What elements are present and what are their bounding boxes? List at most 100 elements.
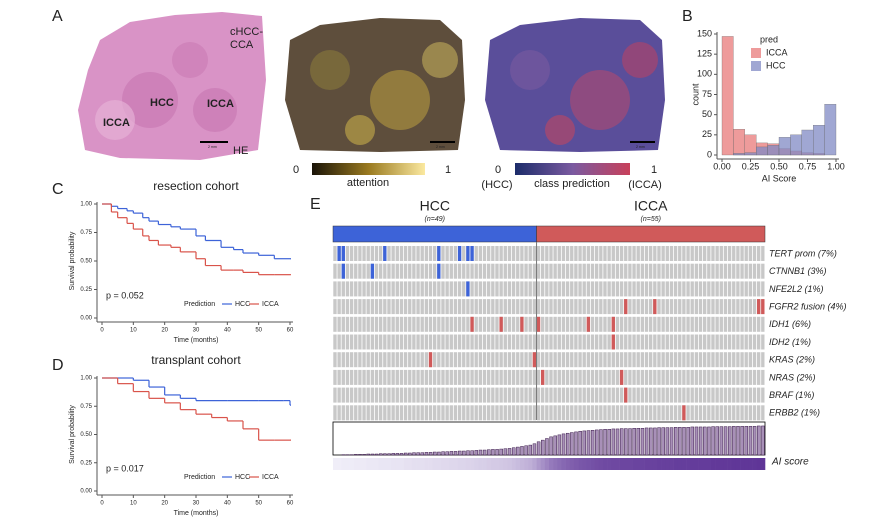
cell xyxy=(449,263,453,279)
ai-color-cell xyxy=(378,458,384,470)
cell xyxy=(532,281,537,297)
cell xyxy=(378,316,383,332)
cell xyxy=(648,387,653,403)
cell xyxy=(482,387,487,403)
cell xyxy=(462,352,466,368)
cell xyxy=(740,352,744,368)
ai-bar xyxy=(661,427,665,456)
cell xyxy=(441,352,445,368)
ai-color-cell xyxy=(532,458,537,470)
ai-bar xyxy=(495,449,499,456)
ai-color-cell xyxy=(623,458,629,470)
ai-bar xyxy=(536,441,541,456)
cell xyxy=(586,387,591,403)
ai-color-cell xyxy=(740,458,745,470)
cell xyxy=(516,299,520,315)
ai-bar xyxy=(657,427,661,456)
cell xyxy=(466,387,470,403)
cell xyxy=(462,334,466,350)
ai-bar xyxy=(354,454,358,456)
cell xyxy=(432,299,437,315)
cell xyxy=(694,387,699,403)
ai-color-cell xyxy=(536,458,541,470)
cell xyxy=(561,281,566,297)
ai-color-cell xyxy=(519,458,525,470)
ai-bar xyxy=(462,450,466,456)
ai-color-cell xyxy=(511,458,517,470)
cell xyxy=(408,369,412,385)
cell xyxy=(678,405,682,421)
cell xyxy=(499,369,503,385)
cell xyxy=(661,299,665,315)
ai-color-cell xyxy=(474,458,479,470)
cell xyxy=(694,369,699,385)
cell xyxy=(507,246,512,261)
cell xyxy=(428,263,433,279)
colorbar-label: (HCC) xyxy=(481,179,512,191)
ai-color-cell xyxy=(362,458,367,470)
ai-color-cell xyxy=(715,458,720,470)
cell xyxy=(736,387,740,403)
cell xyxy=(690,352,694,368)
cell xyxy=(702,334,707,350)
cell xyxy=(707,263,711,279)
cell xyxy=(549,405,553,421)
cell xyxy=(499,263,503,279)
cell xyxy=(574,246,578,261)
cell xyxy=(615,316,620,332)
cell xyxy=(740,369,744,385)
group-name: HCC xyxy=(420,198,450,214)
x-tick-label: 60 xyxy=(287,328,294,334)
cell xyxy=(661,387,665,403)
cell xyxy=(486,405,491,421)
cell xyxy=(727,352,732,368)
cell xyxy=(561,352,566,368)
mutation xyxy=(653,299,657,315)
cell xyxy=(399,405,404,421)
cell xyxy=(636,334,640,350)
cell xyxy=(740,334,744,350)
cell xyxy=(495,369,499,385)
scale-label: 2 mm xyxy=(436,145,445,149)
cell xyxy=(582,369,586,385)
cell xyxy=(561,405,566,421)
cell xyxy=(524,299,528,315)
ai-color-cell xyxy=(382,458,388,470)
cell xyxy=(619,387,624,403)
gene-label: FGFR2 fusion (4%) xyxy=(769,301,847,311)
cell xyxy=(412,387,416,403)
ai-bar xyxy=(516,446,520,456)
he-label: cHCC- xyxy=(230,26,263,38)
ai-color-cell xyxy=(387,458,392,470)
cell xyxy=(420,281,424,297)
cell xyxy=(732,263,736,279)
cell xyxy=(690,263,694,279)
cell xyxy=(590,299,595,315)
cell xyxy=(453,263,458,279)
ai-bar xyxy=(366,453,371,456)
mutation xyxy=(470,246,474,261)
cell xyxy=(607,281,611,297)
cell xyxy=(661,316,665,332)
cell xyxy=(428,405,433,421)
ai-color-cell xyxy=(540,458,546,470)
cell xyxy=(503,263,507,279)
cell xyxy=(412,246,416,261)
ai-bar xyxy=(586,430,591,456)
cell xyxy=(603,352,607,368)
cell xyxy=(474,316,478,332)
cell xyxy=(449,281,453,297)
cell xyxy=(748,281,753,297)
cell xyxy=(395,299,399,315)
cell xyxy=(594,405,599,421)
cell xyxy=(524,281,528,297)
cell xyxy=(532,246,537,261)
ai-bar xyxy=(420,452,425,456)
ai-bar xyxy=(578,430,582,456)
gene-label: CTNNB1 (3%) xyxy=(769,266,827,276)
cell xyxy=(507,352,512,368)
gene-label: BRAF (1%) xyxy=(769,390,814,400)
mutation xyxy=(619,369,624,385)
cell xyxy=(744,263,748,279)
cell xyxy=(628,369,632,385)
